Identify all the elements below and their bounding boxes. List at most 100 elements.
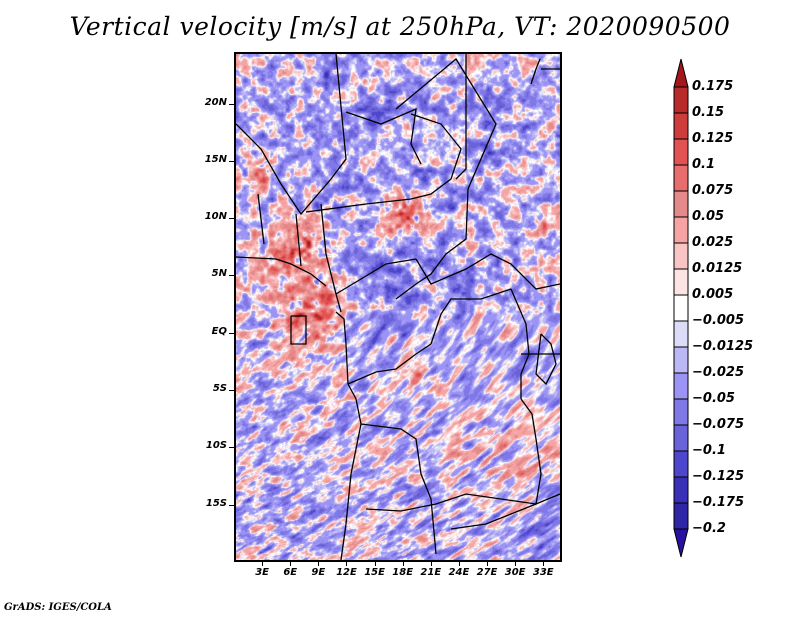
colorbar-level-label: −0.125 [692,469,745,484]
colorbar-level-label: 0.1 [692,157,716,172]
country-border-line [335,311,349,385]
x-tick-label: 12E [336,567,357,578]
x-tick-mark [487,562,489,566]
x-tick-mark [374,562,376,566]
colorbar-box [673,372,689,400]
y-tick-label: 15N [204,153,227,165]
y-tick-label: 10N [204,211,227,223]
country-border-line [257,193,265,245]
colorbar-top-arrow [673,58,689,88]
country-border-line [415,253,560,290]
colorbar-level-label: 0.05 [692,209,725,224]
colorbar-level-label: −0.025 [692,365,745,380]
colorbar-box [673,424,689,452]
country-borders [236,54,560,560]
country-border-line [365,503,437,512]
country-border-line [347,343,432,385]
y-tick-mark [229,218,234,220]
grads-credit: GrADS: IGES/COLA [4,602,112,613]
country-border-line [345,107,422,165]
x-tick-label: 3E [255,567,269,578]
colorbar-level-label: −0.175 [692,495,745,510]
colorbar-box [673,190,689,218]
colorbar-box [673,112,689,140]
x-tick-mark [543,562,545,566]
colorbar-box [673,294,689,322]
country-border-line [290,315,307,345]
colorbar-bottom-arrow [673,528,689,558]
y-tick-label: 10S [205,440,227,452]
colorbar-box [673,450,689,478]
country-border-line [295,213,302,267]
country-border-line [335,258,417,295]
country-border-line [435,493,560,505]
colorbar-level-label: 0.15 [692,105,725,120]
x-tick-mark [290,562,292,566]
colorbar-level-label: −0.1 [692,443,726,458]
vertical-velocity-field [236,54,560,560]
country-border-line [520,398,542,505]
x-tick-mark [262,562,264,566]
country-border-line [236,256,327,287]
colorbar [673,58,689,558]
x-tick-label: 9E [311,567,326,578]
colorbar-box [673,268,689,296]
y-tick-mark [229,160,234,162]
y-tick-label: 15S [205,497,227,509]
chart-title: Vertical velocity [m/s] at 250hPa, VT: 2… [69,12,731,41]
country-border-line [450,503,537,530]
country-border-line [340,383,362,560]
colorbar-level-label: 0.005 [692,287,734,302]
y-tick-mark [229,275,234,277]
country-border-line [530,58,541,85]
y-tick-mark [229,447,234,449]
country-border-line [305,113,462,213]
y-tick-mark [229,390,234,392]
colorbar-box [673,164,689,192]
x-tick-mark [430,562,432,566]
colorbar-box [673,320,689,348]
colorbar-level-label: 0.0125 [692,261,743,276]
colorbar-level-label: −0.005 [692,313,745,328]
colorbar-level-label: 0.175 [692,79,734,94]
colorbar-level-label: 0.025 [692,235,734,250]
colorbar-box [673,346,689,374]
x-tick-mark [458,562,460,566]
country-border-line [535,333,557,386]
x-tick-label: 27E [476,567,498,578]
colorbar-box [673,86,689,114]
x-tick-label: 21E [420,567,442,578]
y-tick-label: EQ [211,325,227,337]
x-tick-mark [515,562,517,566]
colorbar-level-label: 0.125 [692,131,734,146]
country-border-line [395,188,469,300]
x-tick-label: 15E [364,567,385,578]
country-border-line [360,423,437,555]
colorbar-level-label: −0.05 [692,391,735,406]
x-tick-label: 18E [392,567,414,578]
x-tick-mark [318,562,320,566]
x-tick-mark [346,562,348,566]
y-tick-mark [229,103,234,105]
colorbar-box [673,398,689,426]
x-tick-label: 30E [504,567,526,578]
colorbar-box [673,242,689,270]
colorbar-level-label: −0.0125 [692,339,754,354]
country-border-line [510,288,530,399]
y-tick-label: 20N [204,96,227,108]
y-tick-mark [229,504,234,506]
colorbar-level-label: −0.2 [692,521,726,536]
map-panel [234,52,562,562]
x-tick-mark [402,562,404,566]
colorbar-box [673,476,689,504]
country-border-line [430,288,512,345]
y-tick-label: 5N [211,268,227,280]
country-border-line [395,58,497,190]
colorbar-box [673,216,689,244]
colorbar-box [673,502,689,530]
x-tick-label: 24E [448,567,470,578]
y-tick-mark [229,332,234,334]
country-border-line [320,203,342,313]
x-tick-label: 33E [532,567,554,578]
x-tick-label: 6E [283,567,298,578]
